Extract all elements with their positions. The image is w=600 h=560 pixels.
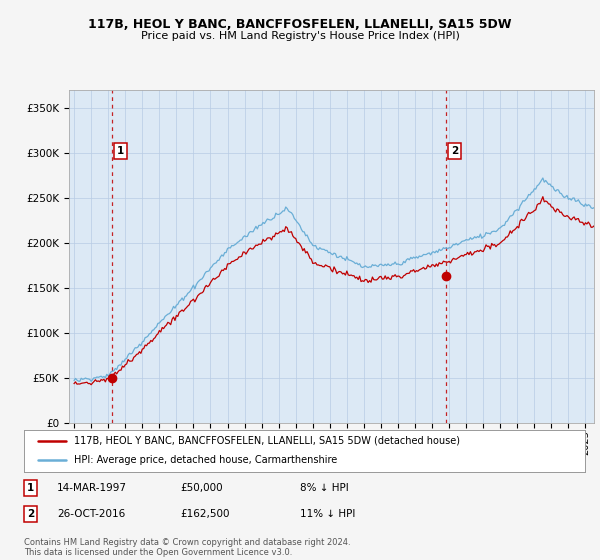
Text: HPI: Average price, detached house, Carmarthenshire: HPI: Average price, detached house, Carm… — [74, 455, 338, 465]
Text: Contains HM Land Registry data © Crown copyright and database right 2024.
This d: Contains HM Land Registry data © Crown c… — [24, 538, 350, 557]
Text: 26-OCT-2016: 26-OCT-2016 — [57, 509, 125, 519]
Text: 117B, HEOL Y BANC, BANCFFOSFELEN, LLANELLI, SA15 5DW (detached house): 117B, HEOL Y BANC, BANCFFOSFELEN, LLANEL… — [74, 436, 460, 446]
Text: 117B, HEOL Y BANC, BANCFFOSFELEN, LLANELLI, SA15 5DW: 117B, HEOL Y BANC, BANCFFOSFELEN, LLANEL… — [88, 18, 512, 31]
Text: Price paid vs. HM Land Registry's House Price Index (HPI): Price paid vs. HM Land Registry's House … — [140, 31, 460, 41]
Text: 1: 1 — [27, 483, 34, 493]
Text: £50,000: £50,000 — [180, 483, 223, 493]
Text: 11% ↓ HPI: 11% ↓ HPI — [300, 509, 355, 519]
Text: 8% ↓ HPI: 8% ↓ HPI — [300, 483, 349, 493]
Text: 1: 1 — [117, 146, 124, 156]
Text: 2: 2 — [451, 146, 458, 156]
Text: 2: 2 — [27, 509, 34, 519]
Text: £162,500: £162,500 — [180, 509, 229, 519]
Text: 14-MAR-1997: 14-MAR-1997 — [57, 483, 127, 493]
